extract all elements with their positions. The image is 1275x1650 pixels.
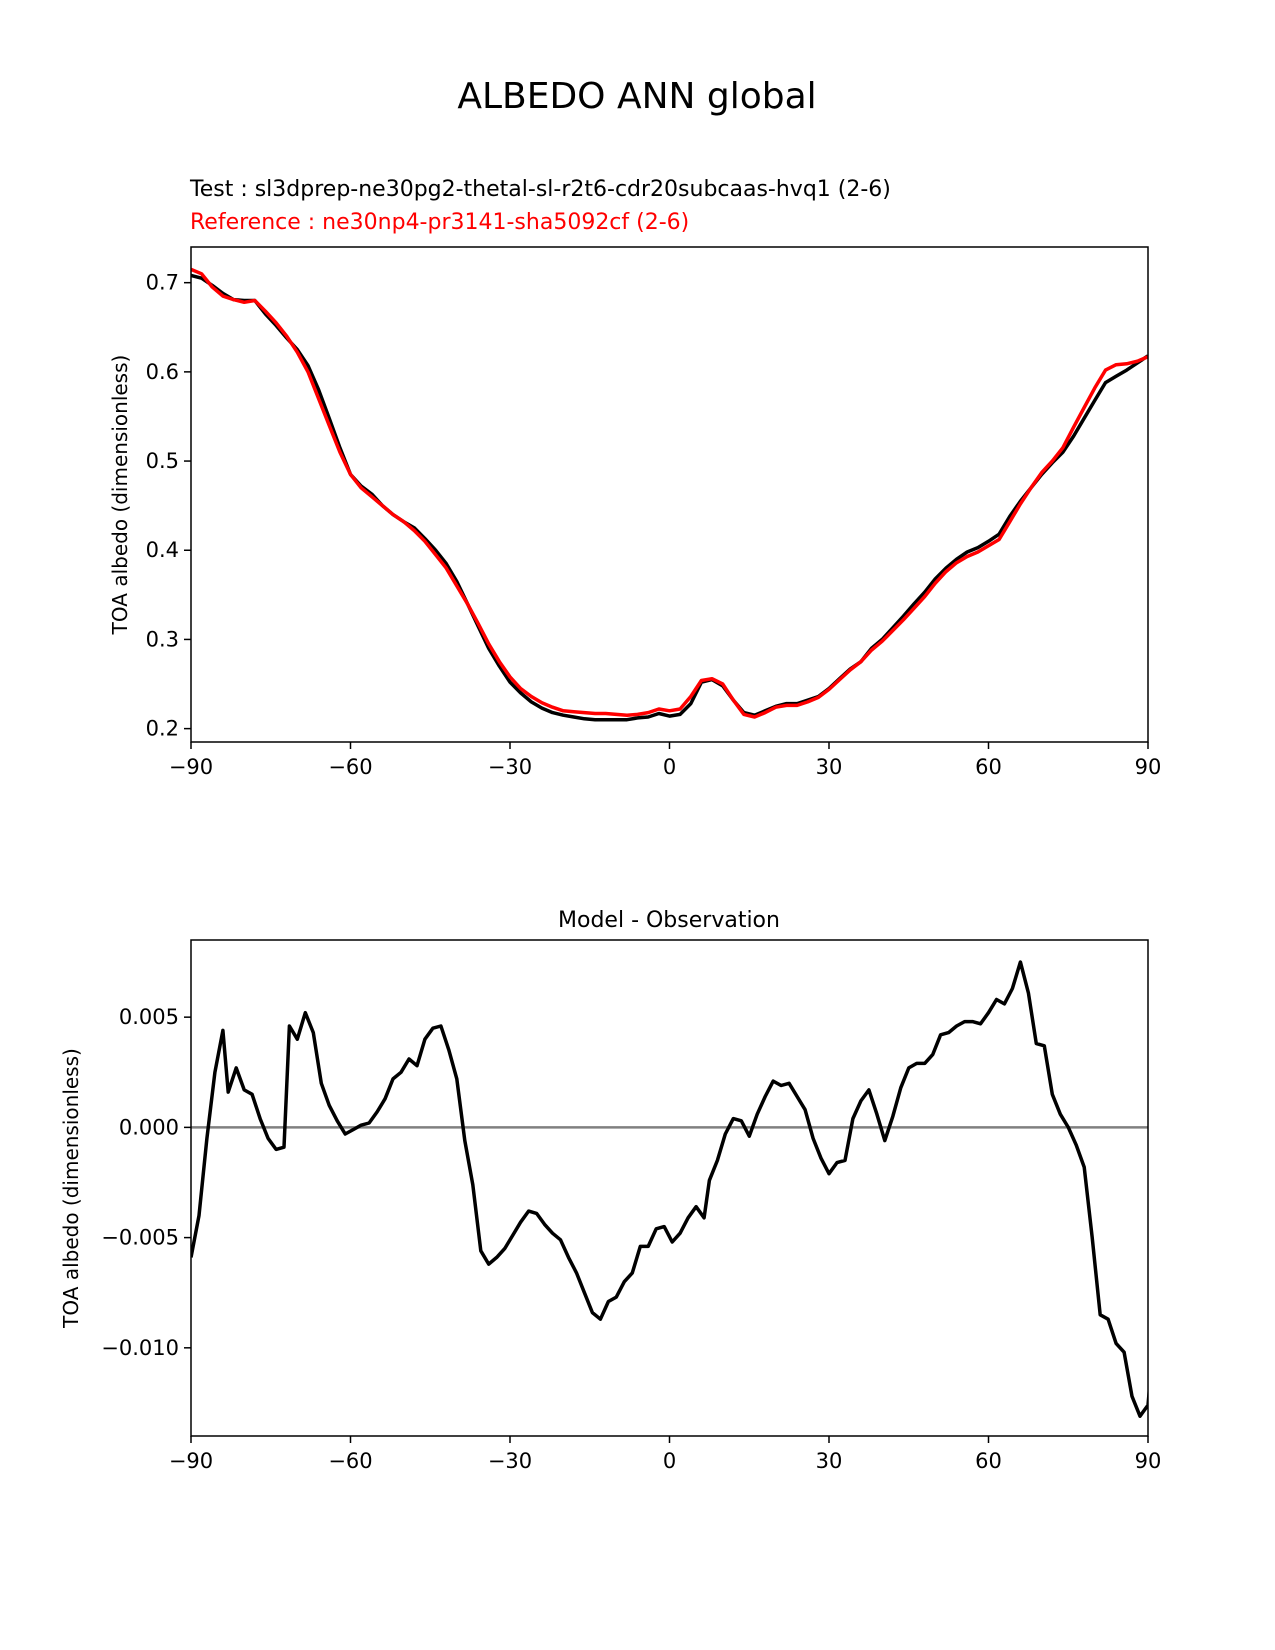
top-x-tick-label: 90 [1135, 755, 1162, 779]
bottom-x-tick-label: −60 [328, 1449, 372, 1473]
bottom-plot-area: −90 −60 −30 0 30 60 90 0.005 0.000 −0.005 −0.010 [101, 939, 1162, 1473]
top-x-tick-label: 60 [975, 755, 1002, 779]
figure-title: ALBEDO ANN global [457, 76, 816, 117]
bottom-y-axis-label: TOA albedo (dimensionless) [59, 1048, 83, 1329]
top-x-tick-label: −30 [488, 755, 532, 779]
bottom-x-tick-label: 90 [1135, 1449, 1162, 1473]
top-y-tick-label: 0.3 [146, 627, 179, 651]
top-x-tick-label: −90 [169, 755, 213, 779]
bottom-x-tick-label: 30 [816, 1449, 843, 1473]
top-x-tick-label: −60 [328, 755, 372, 779]
top-plot-area: −90 −60 −30 0 30 60 90 0.2 0.3 0.4 0.5 0.6 0.7 [146, 246, 1162, 779]
top-y-tick-label: 0.5 [146, 449, 179, 473]
top-y-tick-label: 0.7 [146, 271, 179, 295]
bottom-y-tick-label: −0.005 [101, 1226, 179, 1250]
bottom-y-tick-label: −0.010 [101, 1336, 179, 1360]
bottom-x-tick-label: −30 [488, 1449, 532, 1473]
top-y-tick-label: 0.6 [146, 360, 179, 384]
bottom-chart-title: Model - Observation [558, 908, 780, 933]
top-chart-panel: Test : sl3dprep-ne30pg2-thetal-sl-r2t6-c… [108, 177, 1161, 779]
top-x-tick-label: 0 [663, 755, 676, 779]
top-y-tick-label: 0.4 [146, 538, 179, 562]
bottom-x-tick-label: 60 [975, 1449, 1002, 1473]
top-y-tick-label: 0.2 [146, 717, 179, 741]
bottom-chart-panel: Model - Observation −90 −60 −30 0 30 60 90 0.00… [59, 908, 1162, 1473]
test-label: Test : sl3dprep-ne30pg2-thetal-sl-r2t6-c… [189, 177, 891, 202]
bottom-x-tick-label: 0 [663, 1449, 676, 1473]
top-series-line-2 [191, 267, 1148, 719]
top-x-tick-label: 30 [816, 755, 843, 779]
bottom-y-tick-label: 0.000 [119, 1115, 179, 1139]
bottom-y-tick-label: 0.005 [119, 1005, 179, 1029]
reference-label: Reference : ne30np4-pr3141-sha5092cf (2-… [190, 210, 689, 235]
bottom-x-tick-label: −90 [169, 1449, 213, 1473]
bottom-series-line-1 [191, 960, 1148, 1418]
top-y-axis-label: TOA albedo (dimensionless) [108, 355, 132, 636]
